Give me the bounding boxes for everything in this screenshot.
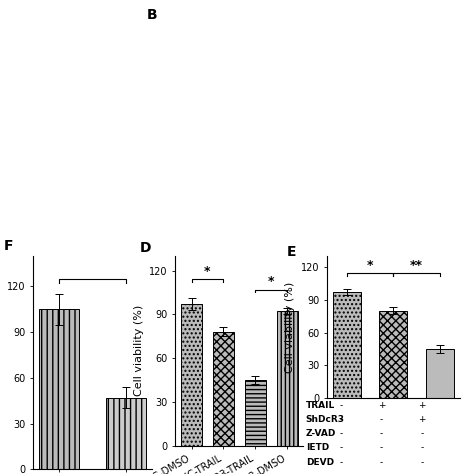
Text: ShDcR3: ShDcR3 <box>306 415 345 424</box>
Bar <box>277 311 298 446</box>
Text: *: * <box>268 275 274 288</box>
Text: -: - <box>380 444 383 452</box>
Bar <box>245 380 265 446</box>
Bar <box>106 398 146 469</box>
Text: D: D <box>139 241 151 255</box>
Bar <box>213 332 234 446</box>
Text: Z-VAD: Z-VAD <box>306 429 336 438</box>
Text: -: - <box>340 429 343 438</box>
Text: +: + <box>378 401 385 410</box>
Bar <box>181 304 202 446</box>
Text: +: + <box>418 415 426 424</box>
Text: -: - <box>340 401 343 410</box>
Bar <box>38 310 79 469</box>
Text: F: F <box>3 239 13 253</box>
Text: B: B <box>147 8 157 21</box>
Text: -: - <box>380 415 383 424</box>
Text: -: - <box>340 415 343 424</box>
Text: *: * <box>367 259 374 273</box>
Bar <box>426 349 454 398</box>
Text: -: - <box>420 429 423 438</box>
Text: -: - <box>420 458 423 466</box>
Y-axis label: Cell viability (%): Cell viability (%) <box>134 305 144 396</box>
Bar <box>380 310 407 398</box>
Text: -: - <box>380 458 383 466</box>
Y-axis label: Cell viability (%): Cell viability (%) <box>285 282 295 373</box>
Text: IETD: IETD <box>306 444 329 452</box>
Text: -: - <box>340 444 343 452</box>
Text: -: - <box>380 429 383 438</box>
Text: -: - <box>340 458 343 466</box>
Text: *: * <box>204 265 211 278</box>
Bar <box>333 292 361 398</box>
Text: E: E <box>287 245 297 259</box>
Text: TRAIL: TRAIL <box>306 401 335 410</box>
Text: **: ** <box>410 259 423 273</box>
Text: -: - <box>420 444 423 452</box>
Text: DEVD: DEVD <box>306 458 334 466</box>
Text: +: + <box>418 401 426 410</box>
